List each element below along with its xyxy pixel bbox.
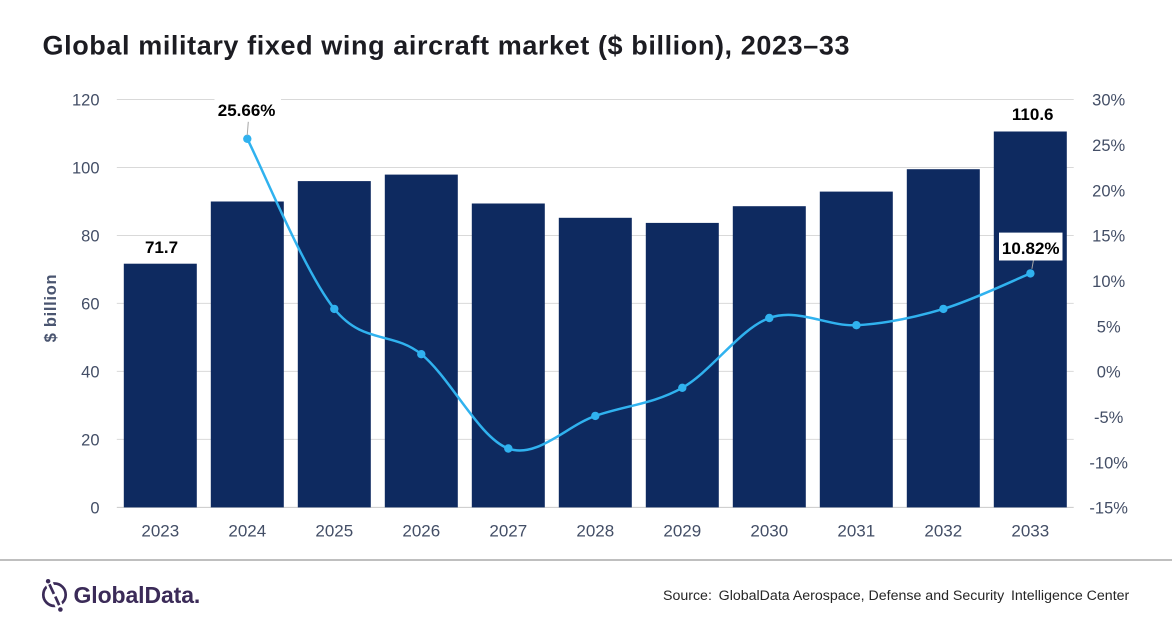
- svg-text:100: 100: [72, 160, 100, 178]
- svg-text:2033: 2033: [1011, 522, 1049, 541]
- svg-text:Global military fixed wing air: Global military fixed wing aircraft mark…: [43, 31, 851, 61]
- svg-text:-15%: -15%: [1089, 500, 1128, 518]
- svg-text:2026: 2026: [402, 522, 440, 541]
- svg-text:2024: 2024: [228, 522, 266, 541]
- svg-text:30%: 30%: [1092, 92, 1125, 110]
- svg-text:20%: 20%: [1092, 182, 1125, 200]
- svg-text:10.82%: 10.82%: [1002, 239, 1060, 258]
- svg-text:-5%: -5%: [1094, 409, 1124, 427]
- svg-text:Source: GlobalData Aerospace,: Source: GlobalData Aerospace, Defense an…: [663, 588, 1130, 604]
- svg-text:120: 120: [72, 92, 100, 110]
- svg-text:2029: 2029: [663, 522, 701, 541]
- svg-text:71.7: 71.7: [145, 238, 178, 257]
- svg-text:0%: 0%: [1097, 364, 1121, 382]
- svg-text:20: 20: [81, 432, 99, 450]
- svg-text:80: 80: [81, 228, 99, 246]
- svg-text:25%: 25%: [1092, 137, 1125, 155]
- svg-text:2030: 2030: [750, 522, 788, 541]
- svg-text:40: 40: [81, 364, 99, 382]
- svg-text:2031: 2031: [837, 522, 875, 541]
- svg-text:0: 0: [90, 500, 99, 518]
- svg-text:2028: 2028: [576, 522, 614, 541]
- svg-text:110.6: 110.6: [1012, 105, 1054, 124]
- svg-text:GlobalData.: GlobalData.: [74, 582, 201, 608]
- svg-text:25.66%: 25.66%: [218, 101, 276, 120]
- svg-text:2025: 2025: [315, 522, 353, 541]
- svg-text:60: 60: [81, 296, 99, 314]
- svg-text:-10%: -10%: [1089, 454, 1128, 472]
- svg-text:5%: 5%: [1097, 318, 1121, 336]
- svg-text:$ billion: $ billion: [42, 274, 60, 343]
- svg-text:15%: 15%: [1092, 228, 1125, 246]
- svg-text:2032: 2032: [924, 522, 962, 541]
- svg-text:2027: 2027: [489, 522, 527, 541]
- svg-text:2023: 2023: [141, 522, 179, 541]
- svg-text:10%: 10%: [1092, 273, 1125, 291]
